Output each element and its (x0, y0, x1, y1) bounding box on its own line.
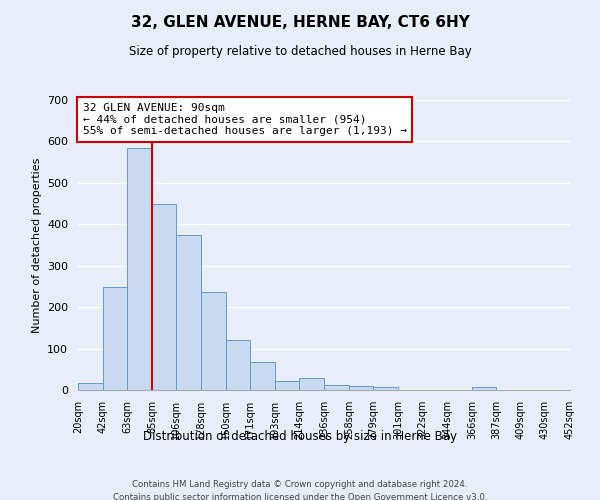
Bar (226, 340, 250, 390)
Bar (250, 362, 275, 390)
Y-axis label: Number of detached properties: Number of detached properties (32, 158, 41, 332)
Bar (349, 386, 373, 390)
Bar (78, 382, 103, 390)
Bar (373, 386, 398, 390)
Bar (127, 148, 152, 390)
Text: Size of property relative to detached houses in Herne Bay: Size of property relative to detached ho… (128, 45, 472, 58)
Bar (201, 292, 226, 390)
Bar (472, 386, 496, 390)
Bar (324, 384, 349, 390)
Text: Distribution of detached houses by size in Herne Bay: Distribution of detached houses by size … (143, 430, 457, 443)
Bar (176, 234, 201, 390)
Bar (103, 288, 127, 390)
Text: Contains public sector information licensed under the Open Government Licence v3: Contains public sector information licen… (113, 492, 487, 500)
Text: 32, GLEN AVENUE, HERNE BAY, CT6 6HY: 32, GLEN AVENUE, HERNE BAY, CT6 6HY (131, 15, 469, 30)
Bar (152, 204, 176, 390)
Bar (299, 378, 324, 390)
Bar (275, 381, 299, 390)
Text: 32 GLEN AVENUE: 90sqm
← 44% of detached houses are smaller (954)
55% of semi-det: 32 GLEN AVENUE: 90sqm ← 44% of detached … (83, 103, 407, 136)
Text: Contains HM Land Registry data © Crown copyright and database right 2024.: Contains HM Land Registry data © Crown c… (132, 480, 468, 489)
